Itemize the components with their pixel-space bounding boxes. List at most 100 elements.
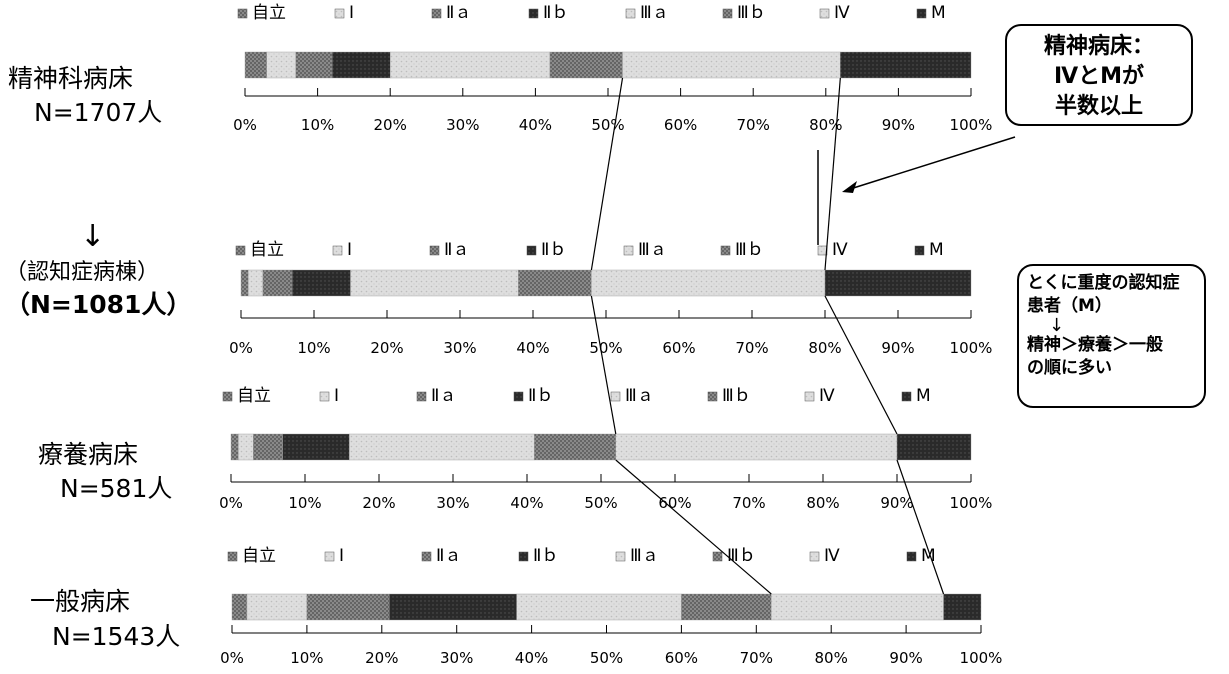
bar-segment (262, 269, 293, 297)
chart-1: 自立 Ⅰ Ⅱａ Ⅱｂ Ⅲａ Ⅲｂ Ⅳ M 0% 10% 20% 30% 40% 50% 60% 70% 80% 9… (229, 240, 992, 357)
legend-label: Ⅳ (832, 240, 848, 260)
legend-label: M (916, 386, 931, 406)
bar-segment (896, 433, 972, 461)
tick-label: 100% (950, 494, 993, 512)
bar-segment (240, 269, 249, 297)
legend-label: Ⅲｂ (735, 240, 764, 260)
legend-swatch (610, 391, 621, 402)
tick-label: 0% (220, 649, 244, 667)
legend-label: Ⅲａ (630, 546, 659, 566)
legend-swatch (526, 245, 537, 256)
legend-label: Ⅲａ (638, 240, 667, 260)
legend-swatch (712, 551, 723, 562)
bar-segment (549, 51, 623, 79)
legend-label: Ⅱａ (446, 3, 471, 23)
tick-label: 30% (436, 494, 469, 512)
legend-swatch (707, 391, 718, 402)
bar-segment (252, 433, 283, 461)
tick-label: 20% (362, 494, 395, 512)
tick-label: 100% (960, 649, 1003, 667)
legend-label: 自立 (252, 3, 286, 23)
bar-segment (238, 433, 254, 461)
legend-label: Ⅲａ (640, 3, 669, 23)
legend-label: Ⅱｂ (533, 546, 558, 566)
callout1-line: ⅣとMが (1053, 64, 1145, 89)
tick-label: 70% (740, 649, 773, 667)
tick-label: 0% (229, 339, 253, 357)
legend-label: Ⅰ (347, 240, 352, 260)
legend-label: 自立 (250, 240, 284, 260)
legend-label: Ⅲｂ (727, 546, 756, 566)
bar-segment (291, 269, 351, 297)
ward-n-dementia: （N=1081人） (5, 290, 192, 319)
connector-line (824, 77, 841, 271)
legend-label: Ⅲｂ (722, 386, 751, 406)
tick-label: 10% (301, 116, 334, 134)
tick-label: 30% (446, 116, 479, 134)
legend-swatch (819, 8, 830, 19)
bar-segment (331, 51, 391, 79)
callout2-line: 患者（M） (1027, 296, 1112, 316)
tick-label: 50% (584, 494, 617, 512)
tick-label: 80% (815, 649, 848, 667)
legend-label: Ⅱｂ (541, 240, 566, 260)
legend-swatch (227, 551, 238, 562)
tick-label: 90% (889, 649, 922, 667)
legend-swatch (901, 391, 912, 402)
bar-segment (231, 593, 248, 621)
tick-label: 30% (440, 649, 473, 667)
chart-0: 自立 Ⅰ Ⅱａ Ⅱｂ Ⅲａ Ⅲｂ Ⅳ M 0% 10% 20% 30% 40% 50% 60% 70% 80% 9… (233, 3, 992, 134)
tick-label: 20% (370, 339, 403, 357)
ward-label-general: 一般病床 (30, 587, 131, 616)
bar-segment (282, 433, 350, 461)
tick-label: 20% (374, 116, 407, 134)
bar-segment (622, 51, 841, 79)
bar-segment (306, 593, 390, 621)
legend-label: 自立 (237, 386, 271, 406)
legend-swatch (324, 551, 335, 562)
bar-segment (681, 593, 772, 621)
bar-segment (230, 433, 239, 461)
bar-segment (349, 433, 535, 461)
tick-label: 50% (590, 649, 623, 667)
tick-label: 10% (290, 649, 323, 667)
legend-swatch (332, 245, 343, 256)
connector-line (590, 77, 624, 271)
legend-label: Ⅱｂ (528, 386, 553, 406)
callout-severe-note: とくに重度の認知症 患者（M） ↓ 精神＞療養＞一般 の順に多い (1017, 264, 1206, 408)
legend-swatch (625, 8, 636, 19)
tick-label: 40% (519, 116, 552, 134)
legend-label: Ⅰ (339, 546, 344, 566)
legend-label: Ⅱａ (436, 546, 461, 566)
callout2-line: の順に多い (1027, 358, 1112, 378)
tick-label: 10% (288, 494, 321, 512)
tick-label: 40% (510, 494, 543, 512)
legend-label: M (929, 240, 944, 260)
tick-label: 40% (515, 649, 548, 667)
legend-swatch (615, 551, 626, 562)
legend-label: Ⅱｂ (543, 3, 568, 23)
charts-layer: 自立 Ⅰ Ⅱａ Ⅱｂ Ⅲａ Ⅲｂ Ⅳ M 0% 10% 20% 30% 40% 50% 60% 70% 80% 9… (219, 3, 1002, 667)
bar-segment (350, 269, 519, 297)
tick-label: 0% (219, 494, 243, 512)
down-arrow-icon: ↓ (1049, 315, 1065, 336)
chart-2: 自立 Ⅰ Ⅱａ Ⅱｂ Ⅲａ Ⅲｂ Ⅳ M 0% 10% 20% 30% 40% 50% 60% 70% 80% 9… (219, 386, 992, 512)
tick-label: 100% (950, 116, 993, 134)
tick-label: 80% (808, 339, 841, 357)
tick-label: 90% (880, 494, 913, 512)
legend-label: 自立 (242, 546, 276, 566)
arrowhead-icon (842, 181, 857, 193)
tick-label: 0% (233, 116, 257, 134)
legend-label: Ⅲａ (625, 386, 654, 406)
connector-line (824, 295, 898, 435)
bar-segment (248, 269, 264, 297)
legend-label: Ⅲｂ (737, 3, 766, 23)
legend-label: Ⅳ (834, 3, 850, 23)
tick-label: 60% (664, 116, 697, 134)
callout2-line: とくに重度の認知症 (1027, 273, 1180, 293)
tick-label: 60% (665, 649, 698, 667)
chart-3: 自立 Ⅰ Ⅱａ Ⅱｂ Ⅲａ Ⅲｂ Ⅳ M0% 10% 20% 30% 40% 50% 60% 70% 80% 9… (220, 546, 1002, 667)
legend-swatch (528, 8, 539, 19)
legend-swatch (416, 391, 427, 402)
tick-label: 100% (950, 339, 993, 357)
